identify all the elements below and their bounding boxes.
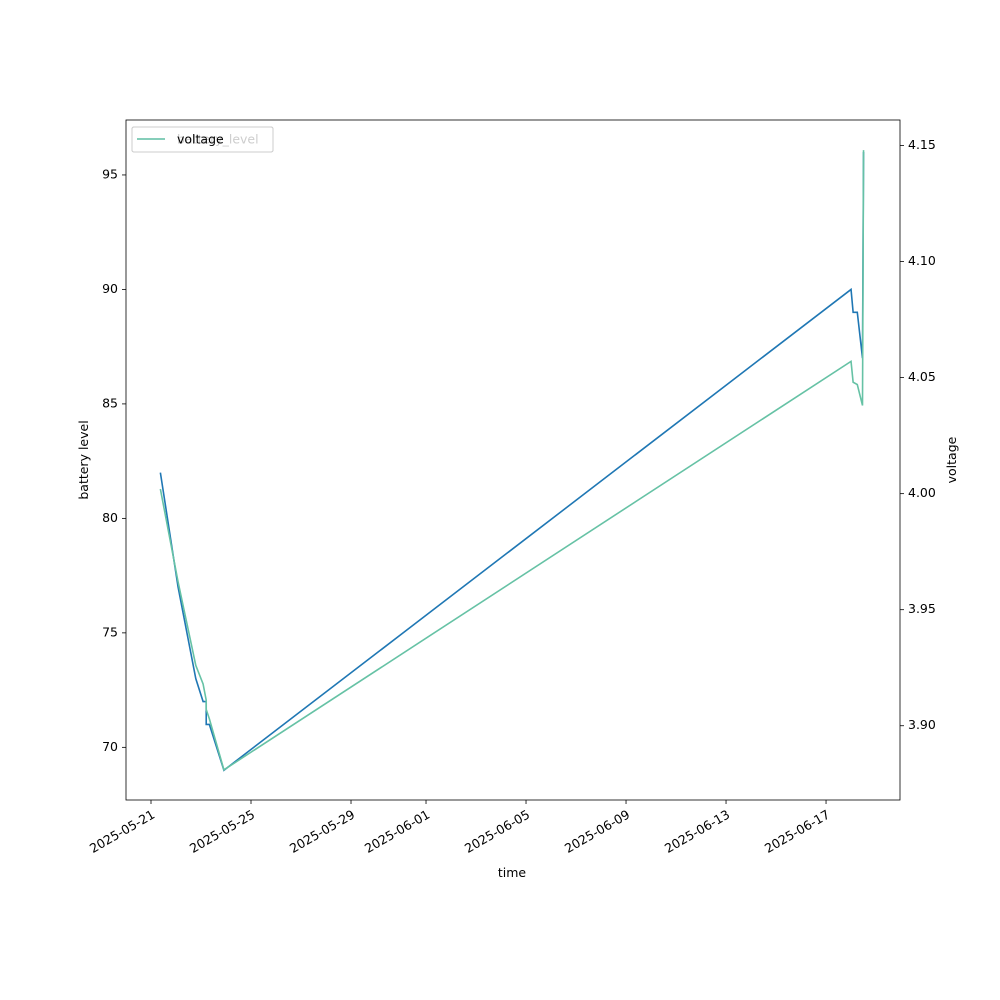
x-tick-label: 2025-06-13 <box>662 807 732 856</box>
legend-box <box>131 126 274 153</box>
plot-frame <box>125 119 901 801</box>
x-tick-label: 2025-06-05 <box>462 807 532 856</box>
x-tick-label: 2025-06-01 <box>362 807 432 856</box>
y2-tick-label: 4.05 <box>908 369 936 384</box>
y2-tick-label: 4.00 <box>908 485 936 500</box>
y2-tick-label: 4.15 <box>908 137 936 152</box>
y-tick-label: 90 <box>102 281 118 296</box>
x-tick-label: 2025-05-29 <box>287 807 357 856</box>
y-tick-label: 95 <box>102 166 118 181</box>
x-tick-label: 2025-06-17 <box>762 807 832 856</box>
y-tick-label: 70 <box>102 739 118 754</box>
x-axis-label: time <box>498 865 527 880</box>
y2-tick-label: 3.90 <box>908 717 936 732</box>
y-tick-label: 85 <box>102 395 118 410</box>
x-tick-label: 2025-06-09 <box>562 807 632 856</box>
y2-axis-label: voltage <box>944 436 959 483</box>
legend-label: voltage <box>177 132 224 147</box>
y-tick-label: 80 <box>102 510 118 525</box>
y-tick-label: 75 <box>102 624 118 639</box>
y2-tick-label: 3.95 <box>908 601 936 616</box>
y2-tick-label: 4.10 <box>908 253 936 268</box>
x-tick-label: 2025-05-21 <box>87 807 157 856</box>
y-axis-label: battery level <box>76 420 91 499</box>
x-tick-label: 2025-05-25 <box>187 807 257 856</box>
series-line <box>159 150 865 772</box>
series-line <box>159 152 865 772</box>
